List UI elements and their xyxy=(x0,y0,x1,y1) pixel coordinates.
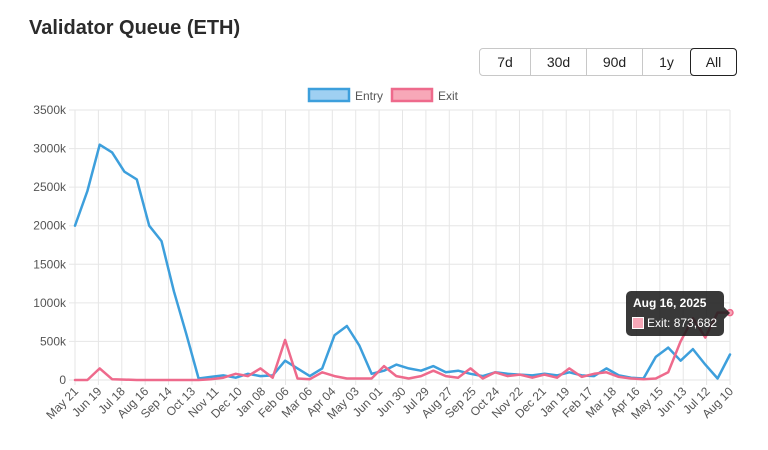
exit-series-line xyxy=(73,311,732,382)
y-tick-label: 500k xyxy=(40,334,67,348)
legend-entry-swatch xyxy=(307,87,351,103)
range-30d-button[interactable]: 30d xyxy=(530,49,586,75)
y-tick-label: 2000k xyxy=(33,219,67,233)
page-title: Validator Queue (ETH) xyxy=(29,17,241,39)
y-tick-label: 3000k xyxy=(33,142,67,156)
y-tick-label: 1500k xyxy=(33,257,67,271)
legend-entry-label: Entry xyxy=(355,89,383,103)
range-1y-button[interactable]: 1y xyxy=(642,49,690,75)
y-tick-label: 1000k xyxy=(33,296,67,310)
range-90d-button[interactable]: 90d xyxy=(586,49,642,75)
tooltip-date: Aug 16, 2025 xyxy=(633,296,707,310)
legend-exit-swatch xyxy=(390,87,434,103)
y-tick-label: 3500k xyxy=(33,103,67,117)
tooltip-series: Exit xyxy=(647,316,668,330)
entry-series-line xyxy=(73,143,732,380)
tooltip-swatch xyxy=(632,317,644,329)
legend-exit-label: Exit xyxy=(438,89,459,103)
y-tick-label: 0 xyxy=(59,373,66,387)
chart-tooltip: Aug 16, 2025 Exit: 873,682 xyxy=(626,291,730,336)
y-tick-label: 2500k xyxy=(33,180,67,194)
time-range-selector: 7d 30d 90d 1y All xyxy=(479,48,737,76)
range-all-button[interactable]: All xyxy=(690,48,737,76)
tooltip-value: 873,682 xyxy=(673,316,718,330)
range-7d-button[interactable]: 7d xyxy=(480,49,530,75)
